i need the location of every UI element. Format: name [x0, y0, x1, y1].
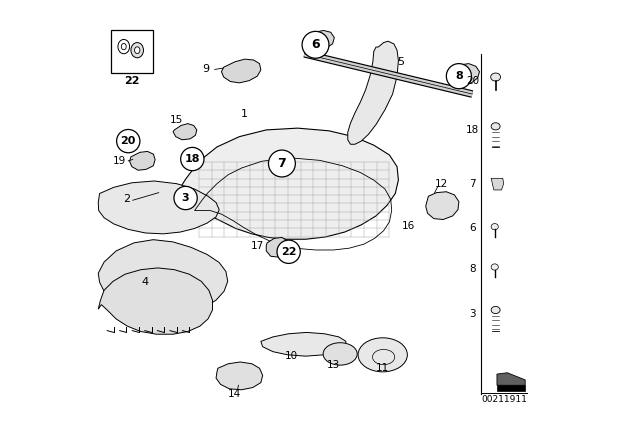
Text: 12: 12 [435, 179, 447, 189]
Ellipse shape [491, 123, 500, 130]
Text: 15: 15 [170, 115, 183, 125]
Polygon shape [348, 41, 398, 144]
Text: 2: 2 [123, 194, 130, 204]
Text: 10: 10 [284, 351, 298, 361]
Polygon shape [174, 128, 398, 239]
Bar [111, 30, 153, 73]
Text: 20: 20 [466, 76, 479, 86]
Circle shape [174, 186, 197, 210]
Text: 20: 20 [120, 136, 136, 146]
Text: 8: 8 [469, 264, 476, 274]
Polygon shape [491, 178, 504, 190]
Polygon shape [221, 59, 261, 83]
Text: 3: 3 [182, 193, 189, 203]
Ellipse shape [491, 306, 500, 314]
Polygon shape [216, 362, 262, 390]
Polygon shape [450, 64, 479, 85]
Text: 11: 11 [376, 363, 389, 373]
Polygon shape [266, 237, 289, 257]
Text: 6: 6 [311, 38, 320, 52]
Text: 22: 22 [281, 247, 296, 257]
Polygon shape [497, 385, 525, 391]
Polygon shape [261, 332, 346, 356]
Circle shape [269, 150, 295, 177]
Text: 7: 7 [278, 157, 286, 170]
Text: 00211911: 00211911 [482, 395, 527, 404]
Text: 7: 7 [469, 179, 476, 189]
Text: 6: 6 [469, 224, 476, 233]
Text: 3: 3 [469, 309, 476, 319]
Text: 4: 4 [141, 277, 149, 287]
Polygon shape [98, 268, 212, 334]
Text: 1: 1 [241, 109, 247, 119]
Ellipse shape [131, 43, 143, 58]
Ellipse shape [323, 343, 357, 365]
Text: 8: 8 [455, 71, 463, 81]
Text: 9: 9 [202, 65, 209, 74]
Ellipse shape [358, 338, 408, 372]
Ellipse shape [491, 224, 499, 230]
Circle shape [277, 240, 300, 263]
Text: 5: 5 [397, 57, 404, 67]
Text: 18: 18 [184, 154, 200, 164]
Circle shape [180, 147, 204, 171]
Ellipse shape [134, 47, 140, 53]
Text: 16: 16 [402, 221, 415, 231]
Polygon shape [129, 151, 155, 170]
Text: 22: 22 [124, 76, 140, 86]
Circle shape [446, 64, 472, 89]
Polygon shape [173, 124, 196, 140]
Text: 17: 17 [251, 241, 264, 251]
Ellipse shape [491, 73, 500, 81]
Circle shape [302, 31, 329, 58]
Polygon shape [426, 192, 459, 220]
Text: 19: 19 [113, 156, 126, 166]
Text: 18: 18 [466, 125, 479, 135]
Polygon shape [304, 30, 334, 50]
Polygon shape [497, 373, 525, 385]
Circle shape [116, 129, 140, 153]
Text: 14: 14 [228, 389, 241, 399]
Text: 13: 13 [327, 360, 340, 370]
Ellipse shape [491, 264, 499, 270]
Polygon shape [98, 181, 219, 234]
Polygon shape [98, 240, 228, 315]
